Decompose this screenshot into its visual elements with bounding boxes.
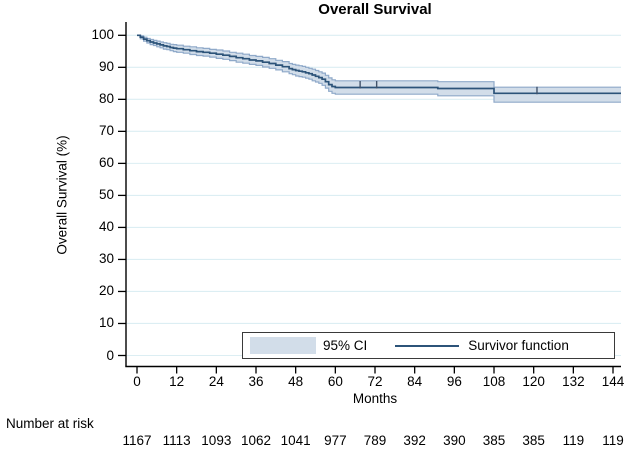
x-tick-label: 96 — [446, 374, 462, 389]
x-tick-label: 108 — [482, 374, 506, 389]
y-tick-label: 60 — [98, 155, 114, 171]
ci-band — [137, 35, 621, 103]
y-tick-label: 40 — [98, 219, 114, 235]
ci-band-swatch — [250, 337, 316, 354]
x-tick-label: 12 — [169, 374, 185, 389]
risk-count: 1093 — [201, 433, 232, 448]
y-tick-label: 20 — [98, 283, 114, 299]
chart-title: Overall Survival — [318, 1, 432, 18]
y-tick-label: 70 — [98, 123, 114, 139]
survivor-line — [137, 34, 621, 95]
risk-count: 392 — [403, 433, 426, 448]
number-at-risk-header: Number at risk — [6, 416, 94, 431]
y-tick-label: 80 — [98, 91, 114, 107]
risk-count: 1113 — [162, 433, 191, 448]
legend: 95% CI Survivor function — [242, 332, 615, 359]
x-axis-label: Months — [352, 391, 398, 406]
risk-count: 1062 — [240, 433, 272, 448]
x-tick-label: 72 — [367, 374, 383, 389]
x-tick-label: 132 — [562, 374, 585, 389]
risk-count: 1167 — [122, 433, 152, 448]
risk-count: 390 — [443, 433, 466, 448]
x-tick-label: 48 — [288, 374, 304, 389]
survivor-line-swatch — [395, 344, 460, 347]
risk-count: 385 — [522, 433, 545, 448]
x-tick-label: 120 — [522, 374, 545, 389]
risk-count: 977 — [324, 433, 347, 448]
y-tick-label: 100 — [91, 27, 114, 43]
y-tick-label: 10 — [98, 315, 114, 331]
risk-count: 1041 — [280, 433, 311, 448]
risk-count: 385 — [482, 433, 506, 448]
y-tick-label: 30 — [98, 251, 114, 267]
x-tick-label: 144 — [601, 374, 625, 389]
x-tick-label: 24 — [208, 374, 224, 389]
risk-count: 119 — [562, 433, 585, 448]
x-tick-label: 0 — [133, 374, 141, 389]
legend-survivor-label: Survivor function — [468, 338, 569, 353]
x-tick-label: 36 — [248, 374, 264, 389]
ci-lower-edge — [137, 34, 621, 103]
legend-ci-label: 95% CI — [323, 338, 368, 353]
risk-count: 789 — [363, 433, 387, 448]
risk-count: 119 — [602, 433, 624, 448]
y-tick-label: 90 — [98, 59, 114, 75]
x-tick-label: 60 — [327, 374, 343, 389]
y-tick-label: 50 — [98, 187, 114, 203]
x-tick-label: 84 — [407, 374, 423, 389]
ci-upper-edge — [137, 34, 621, 88]
y-tick-label: 0 — [106, 347, 114, 363]
